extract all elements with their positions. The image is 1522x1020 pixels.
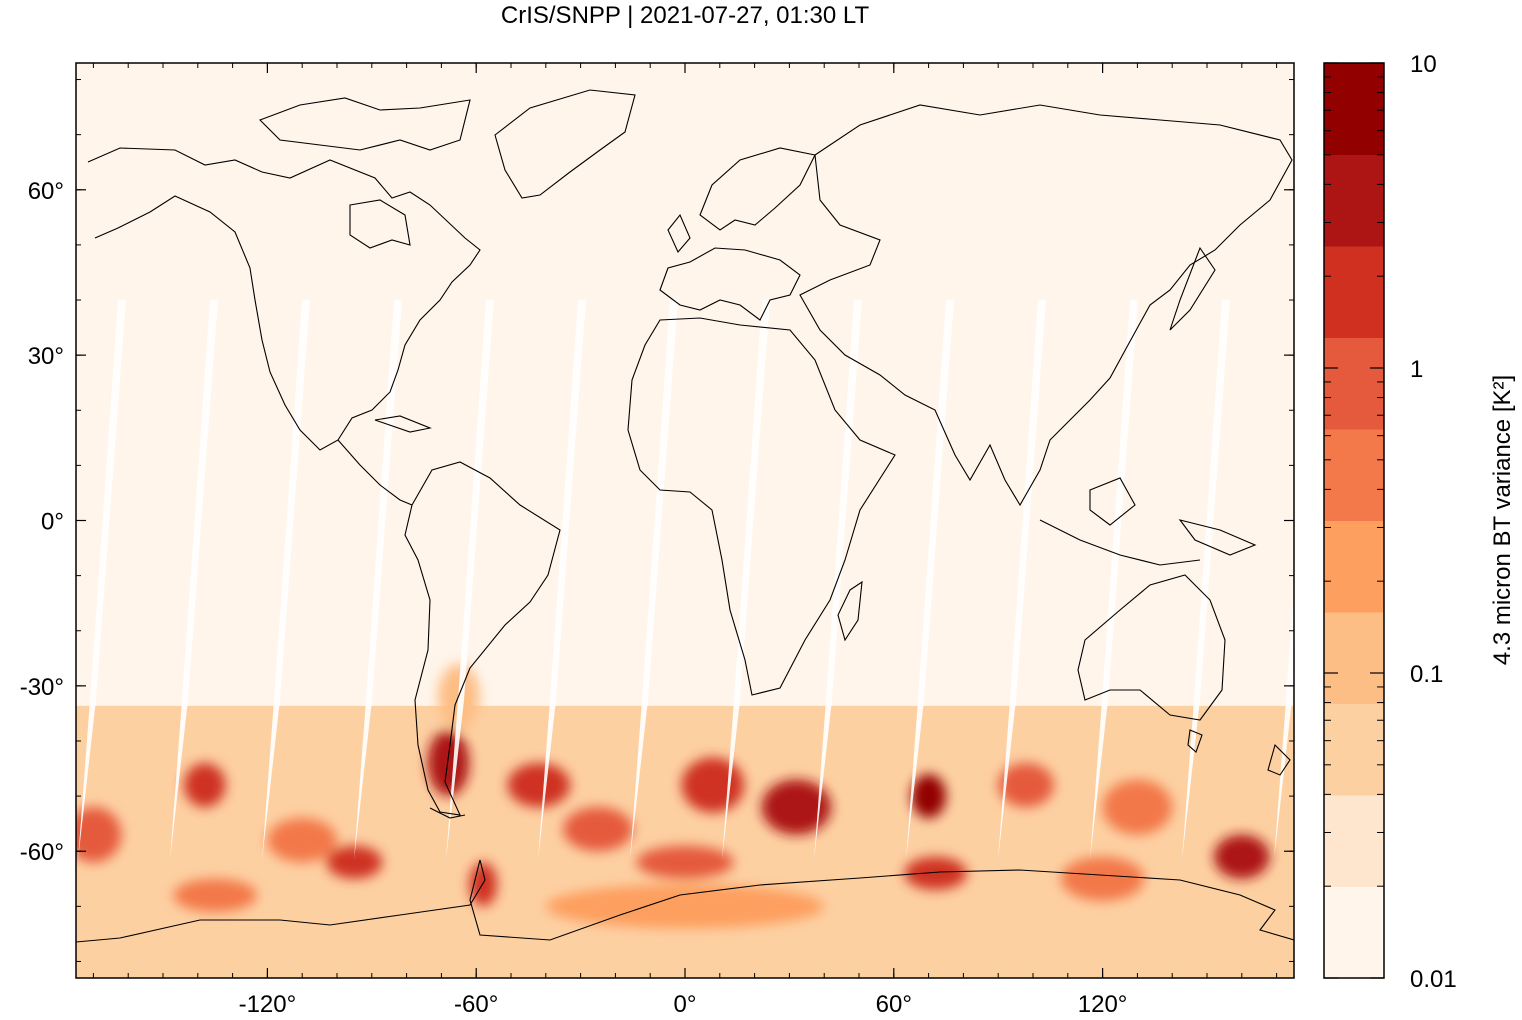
plot-frame: -120° -60° 0° 60° 120° 60° 30° 0° -30° -60° <box>20 62 1295 1018</box>
variance-blob <box>911 774 946 819</box>
colorbar-segment <box>1324 886 1384 979</box>
colorbar-segment <box>1324 612 1384 704</box>
colorbar-segment <box>1324 703 1384 796</box>
variance-blob <box>681 757 745 813</box>
colorbar: 10 1 0.1 0.01 4.3 micron BT variance [K²] <box>1323 51 1516 993</box>
plot-area <box>76 63 1294 978</box>
x-tick-label: 60° <box>876 991 912 1018</box>
orbit-gap <box>630 300 678 860</box>
orbit-gap <box>722 300 770 860</box>
coastline-new-guinea <box>1178 519 1257 556</box>
variance-blob <box>267 818 338 863</box>
colorbar-segment <box>1324 520 1384 613</box>
coastlines <box>76 89 1294 943</box>
colorbar-ticks: 10 1 0.1 0.01 <box>1324 51 1457 993</box>
coastline-hudson-bay <box>349 199 411 249</box>
coastline-borneo <box>1089 477 1136 526</box>
variance-blob <box>998 763 1054 808</box>
variance-blob <box>563 807 633 852</box>
coastline-tierra-del-fuego <box>429 807 466 819</box>
orbit-gap <box>354 300 402 860</box>
colorbar-tick-label: 0.01 <box>1410 966 1457 993</box>
coastline-south-america <box>404 461 561 816</box>
orbit-gap <box>998 300 1046 860</box>
x-tick-label: -120° <box>239 991 297 1018</box>
coastline-central-america <box>337 439 413 506</box>
coastline-japan <box>1169 246 1216 331</box>
orbit-gap <box>906 300 954 860</box>
x-axis-ticks: -120° -60° 0° 60° 120° <box>92 63 1278 1018</box>
colorbar-segment <box>1324 154 1384 247</box>
variance-blob <box>1102 779 1173 835</box>
coastline-asia <box>799 104 1293 507</box>
y-axis-ticks: 60° 30° 0° -30° -60° <box>20 79 1294 962</box>
variance-blob <box>761 779 832 835</box>
colorbar-segment <box>1324 337 1384 430</box>
orbit-gap <box>538 300 586 860</box>
coastline-tasmania <box>1187 729 1203 753</box>
y-tick-label: 60° <box>28 178 64 205</box>
variance-band <box>76 705 1294 978</box>
variance-blob <box>1060 856 1145 901</box>
variance-blob <box>507 763 571 808</box>
colorbar-segment <box>1324 795 1384 887</box>
variance-blob <box>326 845 383 879</box>
variance-blob <box>904 856 967 890</box>
y-tick-label: 30° <box>28 343 64 370</box>
orbit-gap <box>1090 300 1138 860</box>
y-tick-label: 0° <box>41 509 64 536</box>
orbit-gap <box>262 300 310 860</box>
coastline-europe <box>659 247 801 321</box>
x-tick-label: -60° <box>454 991 498 1018</box>
colorbar-title: 4.3 micron BT variance [K²] <box>1489 375 1516 665</box>
coastline-madagascar <box>837 580 863 642</box>
colorbar-segment <box>1324 63 1384 155</box>
coastline-british-isles <box>667 213 691 254</box>
colorbar-segments <box>1324 63 1384 979</box>
orbit-gap <box>1182 300 1230 860</box>
colorbar-tick-label: 0.1 <box>1410 661 1443 688</box>
coastline-australia <box>1077 574 1226 721</box>
colorbar-segment <box>1324 246 1384 338</box>
southern-variance-band <box>76 705 1294 978</box>
orbit-gap <box>446 300 494 860</box>
variance-blob <box>427 729 470 797</box>
chart-title: CrIS/SNPP | 2021-07-27, 01:30 LT <box>500 2 870 29</box>
variance-blob <box>1213 834 1270 879</box>
coastline-north-america <box>87 147 481 451</box>
variance-blob <box>173 878 257 912</box>
variance-blob <box>545 884 825 929</box>
x-tick-label: 0° <box>674 991 697 1018</box>
coastline-antarctica <box>76 859 1294 943</box>
coastline-cuba <box>374 415 432 433</box>
coastline-new-zealand <box>1267 743 1291 776</box>
coastline-scandinavia <box>699 147 816 231</box>
coastline-greenland <box>494 89 636 199</box>
colorbar-segment <box>1324 429 1384 521</box>
orbit-gap <box>170 300 218 860</box>
variance-blob <box>183 763 226 808</box>
coastline-indonesia <box>1039 519 1201 566</box>
orbit-gap <box>78 300 126 860</box>
coastline-arctic-islands <box>259 97 471 151</box>
variance-blob <box>636 845 734 879</box>
variance-blob <box>76 807 122 863</box>
y-tick-label: -30° <box>20 674 64 701</box>
colorbar-tick-label: 1 <box>1410 356 1423 383</box>
x-tick-label: 120° <box>1078 991 1128 1018</box>
colorbar-tick-label: 10 <box>1410 51 1437 78</box>
coastline-africa <box>627 317 896 696</box>
y-tick-label: -60° <box>20 839 64 866</box>
variance-field <box>76 663 1270 929</box>
